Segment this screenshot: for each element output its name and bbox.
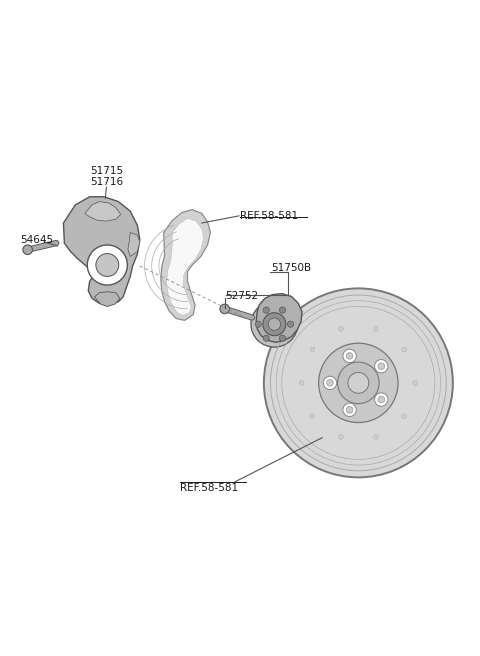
Polygon shape	[128, 233, 140, 256]
Circle shape	[343, 349, 356, 363]
Ellipse shape	[251, 301, 298, 347]
Circle shape	[288, 321, 294, 327]
Text: REF.58-581: REF.58-581	[240, 211, 298, 221]
Circle shape	[23, 245, 33, 255]
Text: 54645: 54645	[21, 235, 54, 245]
Circle shape	[96, 254, 119, 276]
Circle shape	[343, 403, 356, 417]
Circle shape	[402, 414, 407, 419]
Text: 51715
51716: 51715 51716	[90, 165, 123, 187]
Circle shape	[378, 363, 384, 369]
Text: REF.58-581: REF.58-581	[180, 483, 238, 493]
Polygon shape	[256, 294, 302, 342]
Circle shape	[255, 321, 261, 327]
Circle shape	[324, 376, 336, 390]
Circle shape	[373, 434, 378, 439]
Text: 51750B: 51750B	[271, 263, 311, 274]
Circle shape	[378, 396, 384, 403]
Circle shape	[374, 393, 388, 406]
Circle shape	[327, 380, 333, 386]
Polygon shape	[167, 218, 204, 316]
Circle shape	[319, 343, 398, 422]
Polygon shape	[63, 197, 140, 305]
Circle shape	[337, 362, 379, 403]
Circle shape	[263, 313, 286, 336]
Circle shape	[268, 318, 281, 331]
Polygon shape	[95, 292, 120, 306]
Text: 52752: 52752	[226, 291, 259, 301]
Circle shape	[413, 380, 418, 385]
Circle shape	[346, 407, 353, 413]
Circle shape	[264, 289, 453, 478]
Circle shape	[310, 414, 315, 419]
Circle shape	[338, 327, 343, 331]
Circle shape	[348, 373, 369, 394]
Circle shape	[346, 352, 353, 359]
Circle shape	[373, 327, 378, 331]
Circle shape	[310, 347, 315, 352]
Polygon shape	[161, 210, 210, 320]
Circle shape	[279, 335, 286, 341]
Circle shape	[402, 347, 407, 352]
Circle shape	[374, 359, 388, 373]
Circle shape	[220, 304, 229, 314]
Circle shape	[279, 307, 286, 313]
Circle shape	[263, 307, 269, 313]
Polygon shape	[85, 201, 120, 221]
Circle shape	[263, 335, 269, 341]
Circle shape	[87, 245, 127, 285]
Circle shape	[299, 380, 304, 385]
Circle shape	[338, 434, 343, 439]
